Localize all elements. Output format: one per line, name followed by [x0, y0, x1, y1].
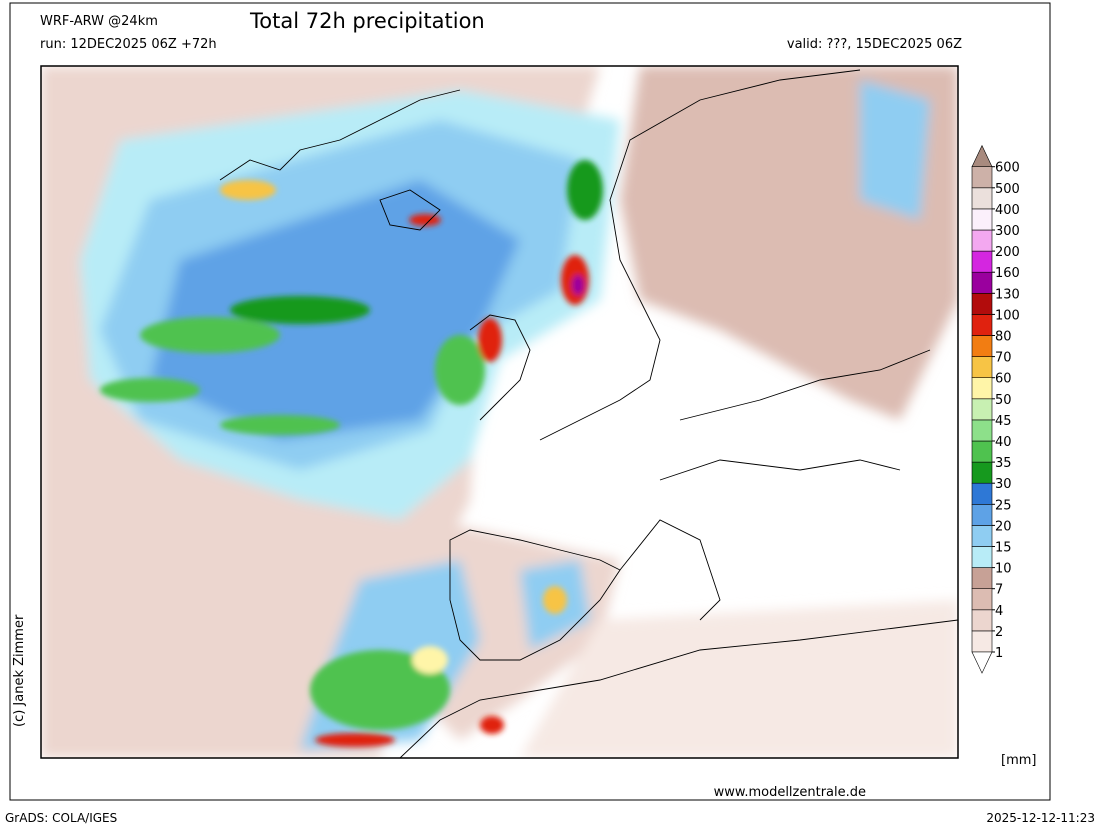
colorbar-box — [971, 208, 993, 231]
colorbar-box — [971, 440, 993, 463]
colorbar-box — [971, 503, 993, 526]
colorbar-box — [971, 335, 993, 357]
colorbar-triangle-high — [971, 144, 993, 167]
colorbar-box — [971, 630, 993, 653]
footer-right: 2025-12-12-11:23 — [986, 811, 1095, 825]
colorbar-label: 7 — [995, 583, 1003, 598]
colorbar-label: 600 — [995, 161, 1020, 176]
colorbar-box — [971, 525, 993, 547]
colorbar-label: 30 — [995, 477, 1012, 492]
model-label: WRF-ARW @24km — [40, 14, 158, 29]
colorbar-box — [971, 166, 993, 189]
colorbar-label: 4 — [995, 604, 1003, 619]
colorbar-label: 35 — [995, 456, 1012, 471]
colorbar-box — [971, 314, 993, 336]
colorbar-label: 10 — [995, 562, 1012, 577]
colorbar-label: 70 — [995, 351, 1012, 366]
colorbar-box — [971, 377, 993, 400]
map — [41, 66, 958, 758]
colorbar-box — [971, 588, 993, 611]
colorbar-label: 130 — [995, 287, 1020, 302]
colorbar-label: 200 — [995, 245, 1020, 260]
colorbar-box — [971, 482, 993, 505]
credit: (c) Janek Zimmer — [12, 614, 27, 727]
footer-left: GrADS: COLA/IGES — [5, 811, 117, 825]
colorbar-label: 1 — [995, 646, 1003, 661]
colorbar-label: 80 — [995, 330, 1012, 345]
colorbar-box — [971, 461, 993, 484]
colorbar-label: 160 — [995, 266, 1020, 281]
colorbar-box — [971, 546, 993, 568]
colorbar-box — [971, 567, 993, 589]
colorbar-box — [971, 609, 993, 632]
colorbar-label: 60 — [995, 372, 1012, 387]
colorbar-box — [971, 419, 993, 442]
run-label: run: 12DEC2025 06Z +72h — [40, 37, 217, 52]
colorbar-box — [971, 292, 993, 315]
colorbar-label: 20 — [995, 519, 1012, 534]
colorbar-box — [971, 187, 993, 210]
precip-cores — [100, 160, 603, 747]
colorbar-label: 15 — [995, 541, 1012, 556]
colorbar: 1 2 4 7 10 15 20 25 30 35 40 45 50 60 70 80 100 130 160 200… — [971, 144, 1020, 674]
colorbar-box — [971, 250, 993, 273]
colorbar-label: 45 — [995, 414, 1012, 429]
colorbar-label: 300 — [995, 224, 1020, 239]
colorbar-box — [971, 356, 993, 379]
colorbar-box — [971, 229, 993, 252]
colorbar-label: 25 — [995, 498, 1012, 513]
unit-label: [mm] — [1001, 753, 1036, 768]
colorbar-label: 400 — [995, 203, 1020, 218]
website: www.modellzentrale.de — [714, 785, 866, 800]
colorbar-label: 500 — [995, 182, 1020, 197]
title: Total 72h precipitation — [249, 9, 485, 33]
colorbar-label: 50 — [995, 393, 1012, 408]
valid-label: valid: ???, 15DEC2025 06Z — [787, 37, 962, 52]
colorbar-triangle-low — [971, 651, 993, 674]
colorbar-label: 2 — [995, 625, 1003, 640]
colorbar-label: 40 — [995, 435, 1012, 450]
map-border — [40, 65, 959, 759]
coastlines — [219, 69, 958, 758]
colorbar-box — [971, 271, 993, 294]
colorbar-box — [971, 398, 993, 421]
colorbar-label: 100 — [995, 308, 1020, 323]
